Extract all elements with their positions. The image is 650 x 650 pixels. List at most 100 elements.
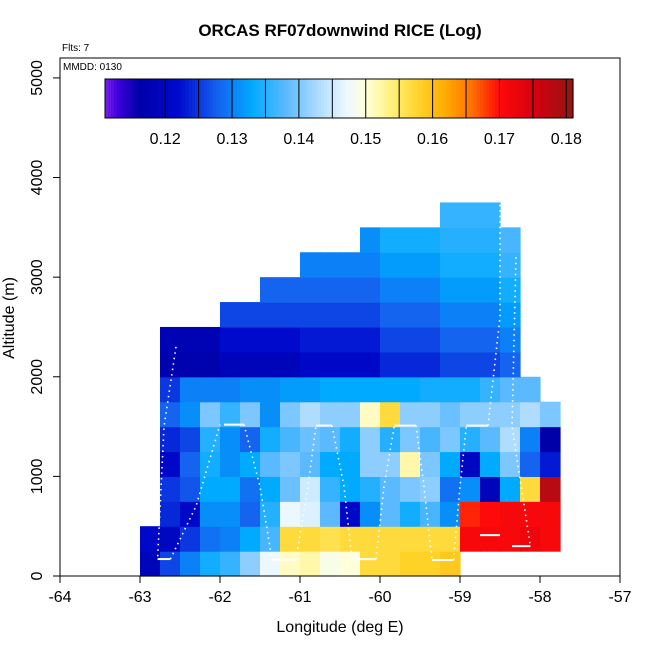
colorbar-swatch xyxy=(516,79,520,118)
colorbar-swatch xyxy=(204,79,208,118)
heatmap-cell xyxy=(320,302,341,328)
heatmap-cell xyxy=(360,376,381,403)
colorbar-swatch xyxy=(354,79,358,118)
colorbar-swatch xyxy=(195,79,199,118)
heatmap-cell xyxy=(380,426,401,453)
heatmap-cell xyxy=(400,351,421,378)
heatmap-cell xyxy=(480,302,501,328)
heatmap-cell xyxy=(360,351,381,378)
colorbar-swatch xyxy=(453,79,457,118)
y-tick-label: 3000 xyxy=(29,259,46,295)
colorbar-swatch xyxy=(261,79,265,118)
colorbar-swatch xyxy=(153,79,157,118)
heatmap-cell xyxy=(280,551,301,577)
colorbar-swatch xyxy=(345,79,349,118)
heatmap-cell xyxy=(360,302,381,328)
heatmap-cell xyxy=(320,451,341,477)
heatmap-cell xyxy=(280,476,301,502)
heatmap-cell xyxy=(420,451,441,477)
heatmap-cell xyxy=(320,326,341,353)
colorbar-swatch xyxy=(252,79,256,118)
heatmap-cell xyxy=(320,426,341,453)
colorbar-swatch xyxy=(237,79,241,118)
colorbar-swatch xyxy=(519,79,523,118)
colorbar-swatch xyxy=(363,79,367,118)
colorbar-swatch xyxy=(375,79,379,118)
x-tick-label: -58 xyxy=(528,589,551,606)
colorbar-swatch xyxy=(330,79,334,118)
y-axis: 0 1000 2000 3000 4000 5000 xyxy=(29,60,61,580)
colorbar-swatch xyxy=(384,79,388,118)
heatmap-cell xyxy=(340,351,361,378)
heatmap-cell xyxy=(400,326,421,353)
heatmap-cell xyxy=(340,376,361,403)
heatmap-cell xyxy=(500,252,521,278)
heatmap-cell xyxy=(320,551,341,577)
colorbar-swatch xyxy=(549,79,553,118)
colorbar-swatch xyxy=(159,79,163,118)
colorbar-swatch xyxy=(324,79,328,118)
heatmap-cell xyxy=(460,376,481,403)
heatmap-cell xyxy=(440,277,461,303)
colorbar-swatch xyxy=(396,79,400,118)
heatmap-cell xyxy=(440,227,461,253)
heatmap-cell xyxy=(200,351,221,378)
heatmap-cell xyxy=(400,526,421,552)
colorbar-swatch xyxy=(135,79,139,118)
colorbar-swatch xyxy=(243,79,247,118)
heatmap-cell xyxy=(300,501,321,527)
heatmap-cell xyxy=(420,551,441,577)
heatmap-cell xyxy=(400,401,421,428)
heatmap-cell xyxy=(380,326,401,353)
heatmap-cell xyxy=(340,476,361,502)
colorbar-frame xyxy=(104,78,574,119)
heatmap-cell xyxy=(460,401,481,428)
colorbar-swatch xyxy=(240,79,244,118)
x-tick-label: -64 xyxy=(48,589,71,606)
heatmap-cell xyxy=(460,302,481,328)
heatmap-cell xyxy=(500,376,521,403)
heatmap-cell xyxy=(420,302,441,328)
heatmap-cell xyxy=(480,202,501,228)
heatmap-cell xyxy=(180,526,201,552)
heatmap-cells xyxy=(140,202,561,577)
heatmap-cell xyxy=(300,376,321,403)
heatmap-cell xyxy=(200,501,221,527)
colorbar-swatch xyxy=(249,79,253,118)
x-tick-label: -61 xyxy=(288,589,311,606)
heatmap-cell xyxy=(360,526,381,552)
heatmap-cell xyxy=(300,551,321,577)
heatmap-cell xyxy=(460,326,481,353)
heatmap-cell xyxy=(500,351,521,378)
heatmap-cell xyxy=(260,376,281,403)
heatmap-cell xyxy=(360,426,381,453)
heatmap-cell xyxy=(160,551,181,577)
heatmap-cell xyxy=(460,351,481,378)
colorbar-swatch xyxy=(534,79,538,118)
heatmap-cell xyxy=(280,302,301,328)
heatmap-cell xyxy=(340,277,361,303)
colorbar-swatch xyxy=(156,79,160,118)
heatmap-cell xyxy=(440,426,461,453)
heatmap-cell xyxy=(260,401,281,428)
colorbar-swatch xyxy=(501,79,505,118)
heatmap-cell xyxy=(180,401,201,428)
colorbar-swatch xyxy=(255,79,259,118)
heatmap-cell xyxy=(420,277,441,303)
heatmap-cell xyxy=(520,426,541,453)
heatmap-cell xyxy=(260,501,281,527)
heatmap-cell xyxy=(460,451,481,477)
colorbar-swatch xyxy=(276,79,280,118)
heatmap-cell xyxy=(420,401,441,428)
heatmap-cell xyxy=(520,376,541,403)
heatmap-cell xyxy=(440,451,461,477)
heatmap-cell xyxy=(340,326,361,353)
heatmap-cell xyxy=(500,476,521,502)
colorbar-swatch xyxy=(462,79,466,118)
heatmap-cell xyxy=(500,401,521,428)
x-tick-label: -62 xyxy=(208,589,231,606)
colorbar-swatch xyxy=(525,79,529,118)
colorbar-swatch xyxy=(426,79,430,118)
colorbar-swatch xyxy=(357,79,361,118)
colorbar-swatch xyxy=(228,79,232,118)
